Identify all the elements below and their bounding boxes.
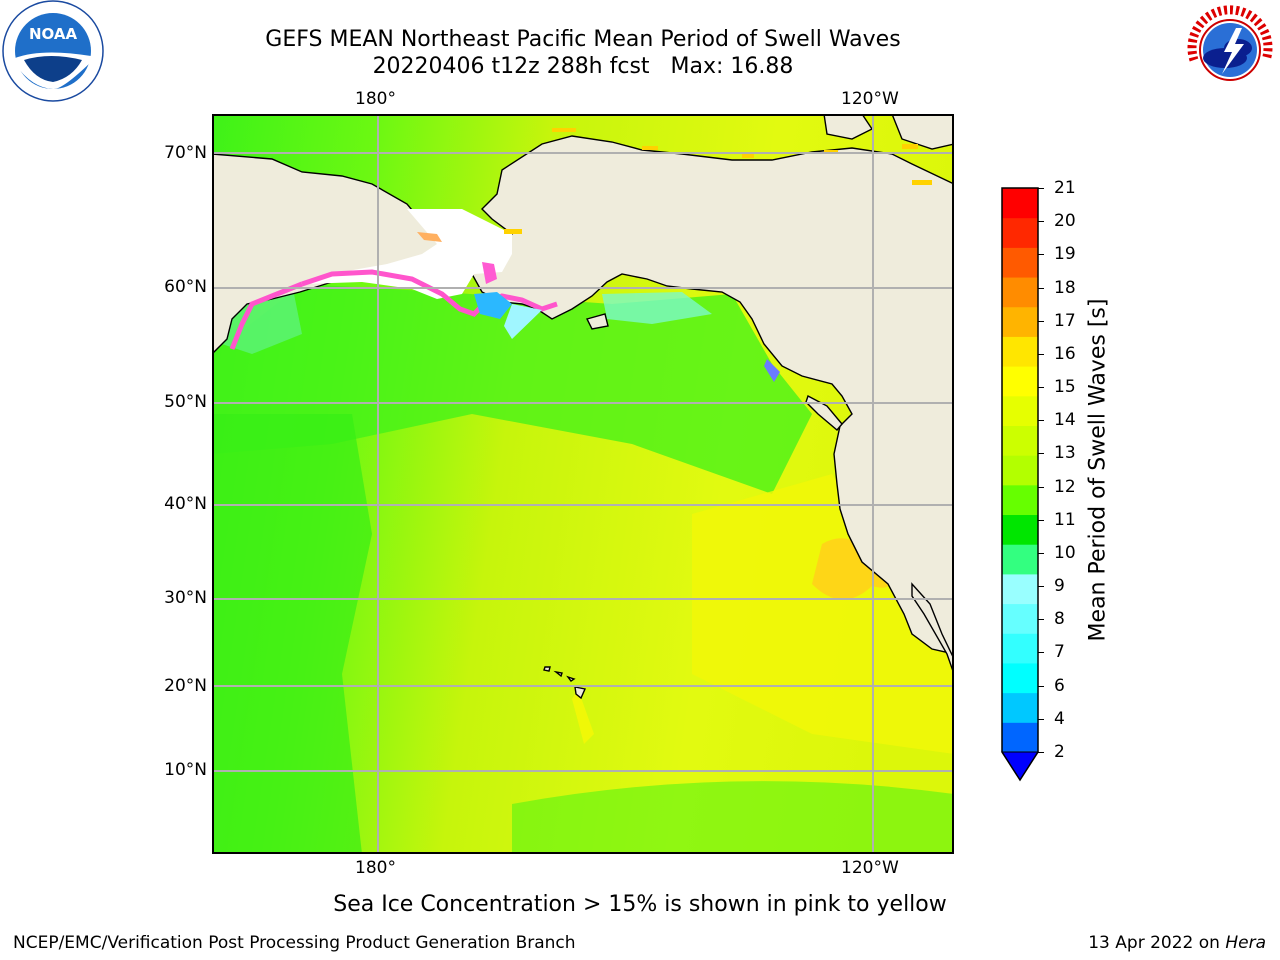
lat-label-30n: 30°N [164, 588, 207, 608]
footer-branch: NCEP/EMC/Verification Post Processing Pr… [13, 933, 576, 953]
colorbar-segment [1002, 573, 1038, 605]
colorbar-tick-mark [1038, 353, 1044, 355]
colorbar-segment [1002, 188, 1038, 219]
colorbar-under-arrow [1001, 751, 1039, 781]
colorbar-tick-label: 17 [1054, 310, 1076, 331]
colorbar-tick-label: 12 [1054, 476, 1076, 497]
colorbar-segment [1002, 277, 1038, 308]
colorbar-segment [1002, 662, 1038, 694]
colorbar-tick-mark [1038, 420, 1044, 422]
colorbar-tick-label: 20 [1054, 211, 1076, 232]
colorbar-tick-mark [1038, 188, 1044, 189]
nws-logo [1180, 0, 1280, 100]
colorbar-segment [1002, 484, 1038, 516]
colorbar-tick-mark [1038, 254, 1044, 256]
colorbar-tick-mark [1038, 685, 1044, 687]
colorbar-tick-label: 21 [1054, 178, 1076, 198]
footer-date-text: 13 Apr 2022 on [1088, 933, 1226, 953]
max-value-label: Max: 16.88 [670, 54, 794, 79]
colorbar-segment [1002, 514, 1038, 545]
lat-label-10n: 10°N [164, 760, 207, 780]
colorbar-title: Mean Period of Swell Waves [s] [1085, 298, 1111, 642]
colorbar-tick-label: 6 [1054, 675, 1065, 696]
colorbar-segment [1002, 692, 1038, 723]
colorbar-segment [1002, 217, 1038, 248]
colorbar-segment [1002, 395, 1038, 426]
colorbar-segment [1002, 306, 1038, 337]
colorbar-tick-mark [1038, 752, 1044, 753]
noaa-logo: NOAA [2, 0, 104, 102]
colorbar-tick-mark [1038, 519, 1044, 521]
colorbar-tick-label: 18 [1054, 277, 1076, 298]
lat-label-70n: 70°N [164, 143, 207, 163]
colorbar-tick-mark [1038, 221, 1044, 223]
lat-label-40n: 40°N [164, 494, 207, 514]
colorbar-segment [1002, 722, 1038, 753]
chart-subtitle: 20220406 t12z 288h fcst Max: 16.88 [0, 54, 1166, 80]
lat-label-20n: 20°N [164, 676, 207, 696]
colorbar-tick-label: 2 [1054, 742, 1065, 762]
colorbar [1001, 187, 1039, 783]
colorbar-tick-label: 9 [1054, 576, 1065, 597]
lat-label-50n: 50°N [164, 392, 207, 412]
colorbar-tick-label: 4 [1054, 708, 1065, 729]
lon-label-top-120w: 120°W [841, 89, 899, 109]
colorbar-tick-mark [1038, 652, 1044, 654]
map-panel [212, 114, 954, 854]
lon-label-bottom-180: 180° [355, 858, 396, 878]
colorbar-segment [1002, 247, 1038, 278]
graticule [212, 114, 954, 854]
chart-title: GEFS MEAN Northeast Pacific Mean Period … [265, 27, 901, 52]
footer-machine: Hera [1225, 933, 1266, 953]
colorbar-segment [1002, 544, 1038, 575]
sea-ice-note: Sea Ice Concentration > 15% is shown in … [333, 892, 947, 917]
colorbar-tick-mark [1038, 718, 1044, 720]
colorbar-tick-label: 15 [1054, 377, 1076, 398]
colorbar-tick-label: 14 [1054, 410, 1076, 431]
colorbar-segment [1002, 336, 1038, 367]
colorbar-tick-mark [1038, 287, 1044, 289]
noaa-logo-text: NOAA [29, 25, 78, 43]
colorbar-tick-mark [1038, 453, 1044, 455]
colorbar-tick-label: 10 [1054, 542, 1076, 563]
colorbar-tick-mark [1038, 387, 1044, 389]
footer-date: 13 Apr 2022 on Hera [1088, 933, 1266, 953]
colorbar-segment [1002, 603, 1038, 634]
colorbar-tick-mark [1038, 486, 1044, 488]
colorbar-tick-label: 7 [1054, 642, 1065, 663]
colorbar-segment [1002, 455, 1038, 486]
colorbar-tick-mark [1038, 552, 1044, 554]
colorbar-tick-label: 8 [1054, 609, 1065, 630]
colorbar-tick-label: 11 [1054, 509, 1076, 530]
colorbar-tick-label: 19 [1054, 244, 1076, 265]
lon-label-top-180: 180° [355, 89, 396, 109]
forecast-label: 20220406 t12z 288h fcst [372, 54, 650, 79]
lat-label-60n: 60°N [164, 277, 207, 297]
colorbar-segment [1002, 425, 1038, 456]
colorbar-tick-label: 13 [1054, 443, 1076, 464]
colorbar-tick-mark [1038, 320, 1044, 322]
lon-label-bottom-120w: 120°W [841, 858, 899, 878]
colorbar-tick-label: 16 [1054, 343, 1076, 364]
colorbar-segment [1002, 633, 1038, 664]
colorbar-segment [1002, 366, 1038, 397]
colorbar-tick-mark [1038, 586, 1044, 588]
colorbar-tick-mark [1038, 619, 1044, 621]
